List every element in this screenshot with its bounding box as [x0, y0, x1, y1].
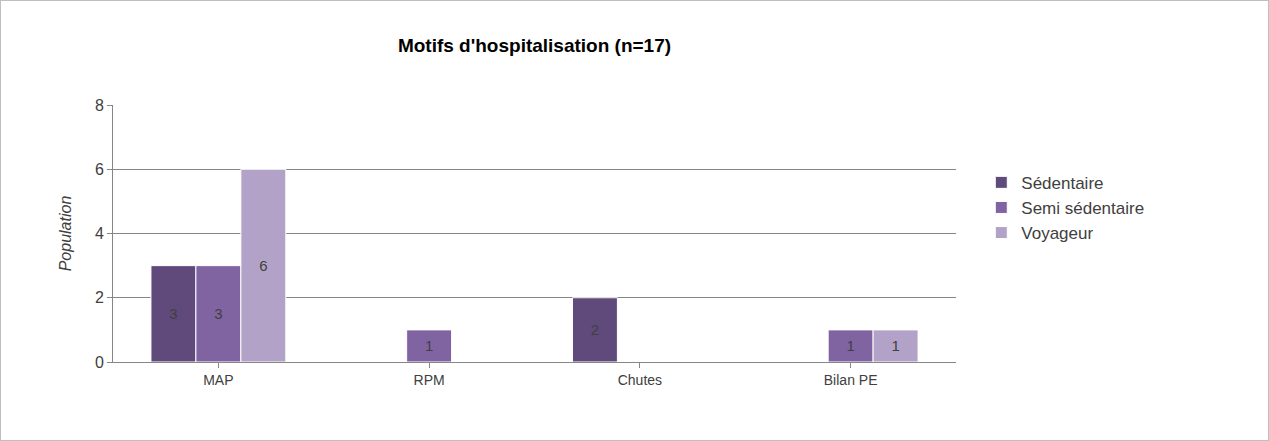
svg-text:Motifs d'hospitalisation (n=17: Motifs d'hospitalisation (n=17): [398, 35, 671, 56]
svg-text:RPM: RPM: [414, 372, 445, 388]
svg-text:0: 0: [95, 354, 104, 371]
svg-text:3: 3: [169, 305, 177, 322]
svg-text:Population: Population: [57, 196, 74, 272]
svg-text:2: 2: [591, 321, 599, 338]
svg-text:1: 1: [891, 337, 899, 354]
svg-text:6: 6: [259, 257, 267, 274]
svg-text:8: 8: [95, 97, 104, 114]
svg-text:Sédentaire: Sédentaire: [1021, 174, 1103, 193]
svg-text:4: 4: [95, 225, 104, 242]
svg-text:1: 1: [425, 337, 433, 354]
svg-text:3: 3: [214, 305, 222, 322]
svg-text:6: 6: [95, 161, 104, 178]
svg-text:1: 1: [846, 337, 854, 354]
svg-text:2: 2: [95, 289, 104, 306]
svg-text:Semi sédentaire: Semi sédentaire: [1021, 199, 1144, 218]
svg-text:Voyageur: Voyageur: [1021, 224, 1093, 243]
svg-text:Chutes: Chutes: [618, 372, 662, 388]
svg-text:Bilan PE: Bilan PE: [824, 372, 878, 388]
svg-text:MAP: MAP: [203, 372, 233, 388]
